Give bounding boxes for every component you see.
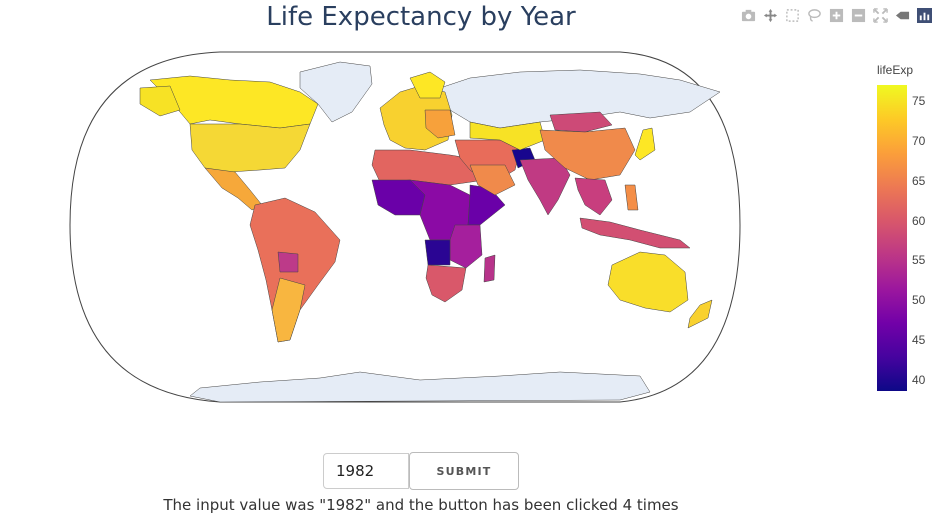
colorbar-tick: 65	[912, 174, 926, 188]
scandinavia	[409, 71, 446, 99]
plotly-logo-icon[interactable]	[916, 7, 932, 23]
reset-icon[interactable]	[872, 7, 888, 23]
bolivia	[277, 251, 299, 273]
southeast-asia	[574, 177, 613, 216]
lasso-icon[interactable]	[806, 7, 822, 23]
central-asia	[469, 121, 546, 151]
colorbar	[877, 85, 907, 391]
usa	[189, 123, 311, 173]
australia	[607, 251, 689, 313]
year-input[interactable]	[323, 453, 409, 489]
box-select-icon[interactable]	[784, 7, 800, 23]
argentina	[271, 277, 306, 343]
choropleth-plot[interactable]: Life Expectancy by Year lifeExp 75 70 65…	[0, 0, 940, 420]
zoom-out-icon[interactable]	[850, 7, 866, 23]
southern-africa	[425, 264, 467, 303]
new-zealand	[687, 299, 713, 329]
submit-button[interactable]: SUBMIT	[409, 452, 519, 490]
output-text: The input value was "1982" and the butto…	[163, 496, 679, 514]
hover-icon[interactable]	[894, 7, 910, 23]
colorbar-tick: 50	[912, 293, 926, 307]
north-africa	[371, 149, 486, 186]
madagascar	[483, 254, 496, 283]
colorbar-tick: 60	[912, 214, 926, 228]
philippines	[624, 184, 639, 211]
antarctica	[189, 371, 651, 403]
camera-icon[interactable]	[740, 7, 756, 23]
colorbar-tick: 75	[912, 94, 926, 108]
saudi-arabia	[469, 164, 516, 196]
alaska	[139, 85, 181, 117]
colorbar-tick: 40	[912, 373, 926, 387]
colorbar-tick: 55	[912, 253, 926, 267]
input-controls: SUBMIT	[323, 452, 519, 490]
modebar	[740, 7, 932, 23]
colorbar-tick: 70	[912, 134, 926, 148]
indonesia	[579, 217, 691, 249]
greenland	[299, 61, 373, 123]
china	[539, 127, 636, 181]
eastern-europe	[424, 109, 456, 139]
zoom-in-icon[interactable]	[828, 7, 844, 23]
colorbar-tick: 45	[912, 333, 926, 347]
pan-icon[interactable]	[762, 7, 778, 23]
colorbar-title: lifeExp	[877, 63, 914, 77]
angola	[424, 239, 451, 266]
mongolia	[549, 111, 613, 133]
world-map[interactable]	[0, 0, 940, 420]
chart-title: Life Expectancy by Year	[266, 2, 576, 32]
japan	[634, 127, 656, 161]
